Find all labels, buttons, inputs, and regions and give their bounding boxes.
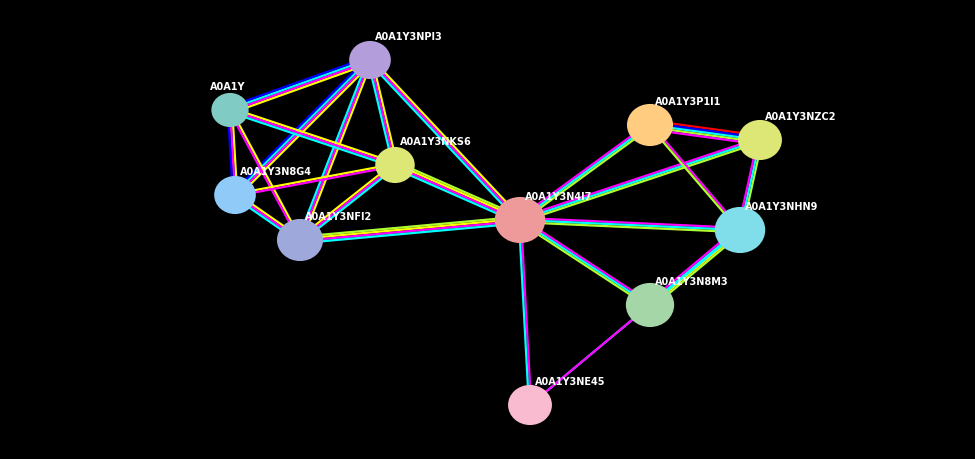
Text: A0A1Y: A0A1Y [210,82,246,92]
Text: A0A1Y3NKS6: A0A1Y3NKS6 [400,137,472,147]
Text: A0A1Y3NZC2: A0A1Y3NZC2 [765,112,837,122]
Ellipse shape [496,198,544,242]
Text: A0A1Y3N8G4: A0A1Y3N8G4 [240,167,312,177]
Ellipse shape [627,284,673,326]
Text: A0A1Y3NHN9: A0A1Y3NHN9 [745,202,818,212]
Ellipse shape [376,148,413,182]
Text: A0A1Y3P1I1: A0A1Y3P1I1 [655,97,722,107]
Text: A0A1Y3NPI3: A0A1Y3NPI3 [375,32,443,42]
Ellipse shape [350,42,390,78]
Ellipse shape [213,94,248,126]
Text: A0A1Y3NE45: A0A1Y3NE45 [535,377,605,387]
Ellipse shape [509,386,551,424]
Text: A0A1Y3NFI2: A0A1Y3NFI2 [305,212,372,222]
Ellipse shape [278,220,322,260]
Ellipse shape [716,208,764,252]
Text: A0A1Y3N4I7: A0A1Y3N4I7 [525,192,593,202]
Text: A0A1Y3N8M3: A0A1Y3N8M3 [655,277,728,287]
Ellipse shape [215,177,254,213]
Ellipse shape [739,121,781,159]
Ellipse shape [628,105,672,145]
